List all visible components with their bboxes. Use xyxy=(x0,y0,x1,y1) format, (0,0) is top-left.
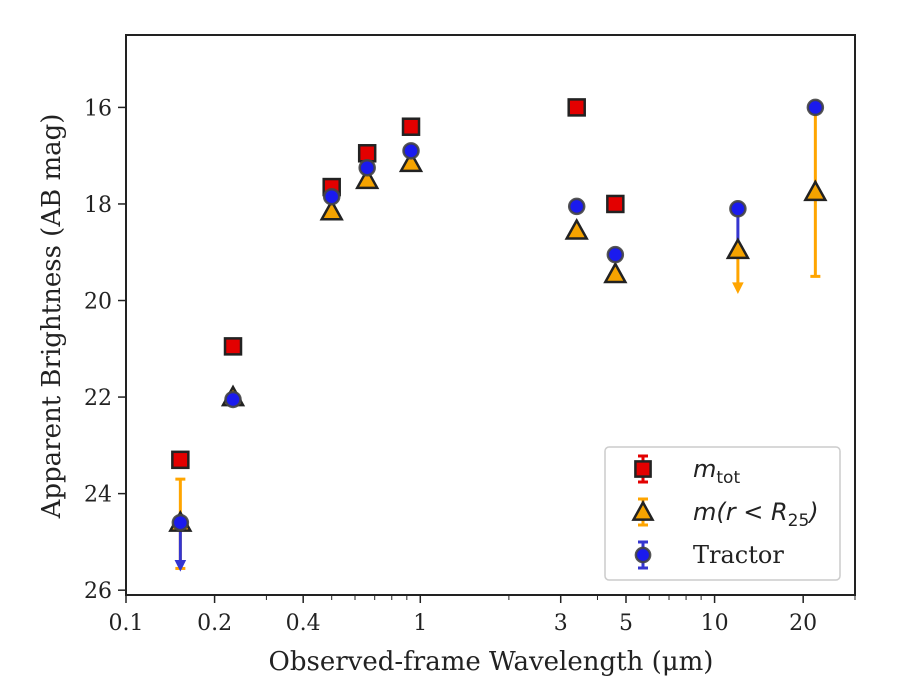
upper-limit-arrow xyxy=(732,282,744,294)
legend-marker-circle xyxy=(634,546,652,564)
data-point-triangle xyxy=(564,217,589,240)
data-point-triangle xyxy=(725,237,751,260)
data-point-triangle xyxy=(355,167,380,190)
data-point-circle xyxy=(358,159,376,177)
data-point-circle xyxy=(402,142,420,160)
series-square xyxy=(171,98,625,470)
y-tick-label: 24 xyxy=(84,483,112,508)
x-axis-title: Observed-frame Wavelength (μm) xyxy=(269,647,714,677)
data-point-square xyxy=(606,194,625,214)
x-tick-label: 10 xyxy=(701,611,729,636)
data-point-triangle xyxy=(603,261,628,284)
data-point-circle xyxy=(606,245,625,264)
marker-layer xyxy=(168,98,828,532)
y-tick-label: 22 xyxy=(84,386,112,411)
legend-label: Tractor xyxy=(693,541,784,569)
data-point-circle xyxy=(224,390,242,409)
y-axis-title: Apparent Brightness (AB mag) xyxy=(37,114,67,520)
data-point-triangle xyxy=(803,179,828,202)
data-point-square xyxy=(223,337,243,356)
data-point-circle xyxy=(322,187,341,206)
legend-marker-triangle xyxy=(631,499,655,521)
x-tick-label: 0.4 xyxy=(286,611,321,636)
y-tick-label: 20 xyxy=(84,290,112,315)
legend-marker-square xyxy=(634,460,652,478)
data-point-triangle xyxy=(398,150,424,173)
series-circle xyxy=(171,98,825,532)
plot-frame xyxy=(125,34,856,596)
x-tick-label: 0.1 xyxy=(109,611,144,636)
upper-limit-arrow xyxy=(174,559,187,572)
x-tick-label: 3 xyxy=(554,611,568,636)
y-tick-label: 18 xyxy=(84,193,112,218)
data-point-square xyxy=(171,450,190,470)
legend-box xyxy=(604,446,841,581)
x-tick-label: 20 xyxy=(789,611,817,636)
x-axis: 0.1 0.2 0.4 1 3 5 10 20 xyxy=(109,595,856,636)
plot-area xyxy=(125,34,856,596)
y-tick-label: 16 xyxy=(84,96,112,121)
data-point-circle xyxy=(567,197,586,216)
data-point-circle xyxy=(729,200,747,218)
data-point-square xyxy=(401,117,421,136)
x-tick-label: 0.2 xyxy=(197,611,232,636)
data-point-circle xyxy=(171,513,190,532)
data-point-square xyxy=(567,98,586,117)
data-point-circle xyxy=(806,98,825,117)
y-tick-label: 26 xyxy=(84,579,112,604)
x-tick-label: 5 xyxy=(619,611,633,636)
data-point-triangle xyxy=(319,198,344,221)
legend-label: m(r < R25) xyxy=(693,498,819,531)
y-axis: 16 18 20 22 24 26 xyxy=(84,96,126,604)
legend: mtot m(r < R25) Tractor xyxy=(604,446,841,581)
data-point-square xyxy=(357,144,377,163)
legend-label: mtot xyxy=(693,455,740,488)
x-tick-label: 1 xyxy=(413,611,427,636)
